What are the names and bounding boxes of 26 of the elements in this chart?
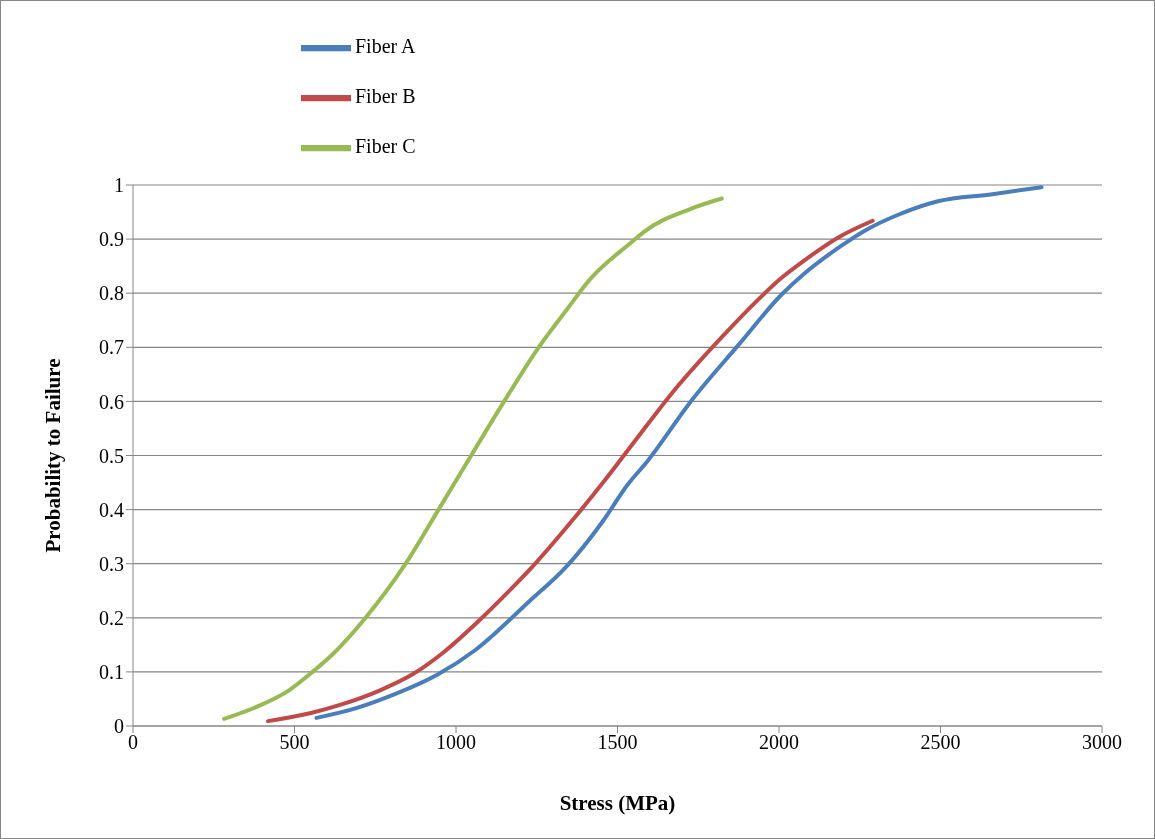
line-series [266, 218, 875, 724]
y-tick-label: 1 [114, 174, 124, 197]
legend-label: Fiber C [355, 134, 416, 157]
y-tick-label: 0.1 [99, 661, 124, 683]
y-tick-label: 0.2 [99, 606, 124, 629]
x-tick-label: 0 [128, 731, 138, 754]
x-tick-label: 3000 [1082, 731, 1122, 754]
x-tick-label: 2500 [920, 731, 961, 754]
y-tick-label: 0.9 [99, 228, 124, 251]
line-series [222, 196, 724, 721]
x-tick-label: 1000 [436, 731, 476, 754]
x-tick-label: 500 [279, 731, 310, 754]
y-tick-label: 0.7 [99, 336, 124, 359]
x-tick-label: 1500 [597, 731, 638, 754]
y-tick-label: 0 [114, 715, 124, 738]
y-tick-label: 0.8 [99, 282, 124, 305]
y-tick-label: 0.6 [99, 390, 124, 413]
y-axis-title: Probability to Failure [41, 358, 66, 553]
legend-label: Fiber A [355, 34, 416, 57]
y-tick-label: 0.3 [99, 552, 124, 575]
x-axis-title: Stress (MPa) [559, 791, 676, 815]
y-tick-label: 0.4 [99, 498, 124, 521]
y-tick-label: 0.5 [99, 444, 124, 467]
line-series [314, 185, 1044, 720]
legend-label: Fiber B [355, 84, 416, 107]
x-tick-label: 2000 [759, 731, 799, 754]
